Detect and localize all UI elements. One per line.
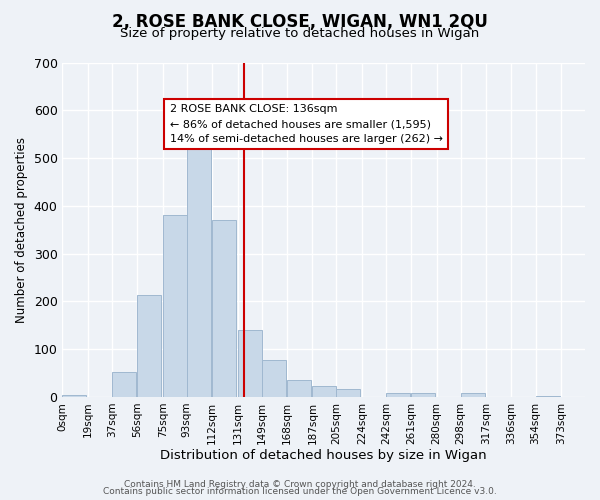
Bar — [163, 216, 187, 397]
Bar — [411, 392, 436, 397]
Text: 2, ROSE BANK CLOSE, WIGAN, WN1 2QU: 2, ROSE BANK CLOSE, WIGAN, WN1 2QU — [112, 12, 488, 30]
Bar — [386, 393, 410, 397]
Bar — [187, 136, 211, 397]
Y-axis label: Number of detached properties: Number of detached properties — [15, 136, 28, 322]
X-axis label: Distribution of detached houses by size in Wigan: Distribution of detached houses by size … — [160, 450, 487, 462]
Bar — [212, 220, 236, 397]
Text: 2 ROSE BANK CLOSE: 136sqm
← 86% of detached houses are smaller (1,595)
14% of se: 2 ROSE BANK CLOSE: 136sqm ← 86% of detac… — [170, 104, 443, 144]
Bar — [287, 380, 311, 397]
Bar — [313, 386, 337, 397]
Bar — [262, 360, 286, 397]
Bar — [536, 396, 560, 397]
Text: Size of property relative to detached houses in Wigan: Size of property relative to detached ho… — [121, 28, 479, 40]
Bar — [62, 394, 86, 397]
Bar — [337, 390, 361, 397]
Bar — [112, 372, 136, 397]
Bar — [461, 393, 485, 397]
Text: Contains HM Land Registry data © Crown copyright and database right 2024.: Contains HM Land Registry data © Crown c… — [124, 480, 476, 489]
Bar — [137, 295, 161, 397]
Bar — [238, 330, 262, 397]
Text: Contains public sector information licensed under the Open Government Licence v3: Contains public sector information licen… — [103, 487, 497, 496]
